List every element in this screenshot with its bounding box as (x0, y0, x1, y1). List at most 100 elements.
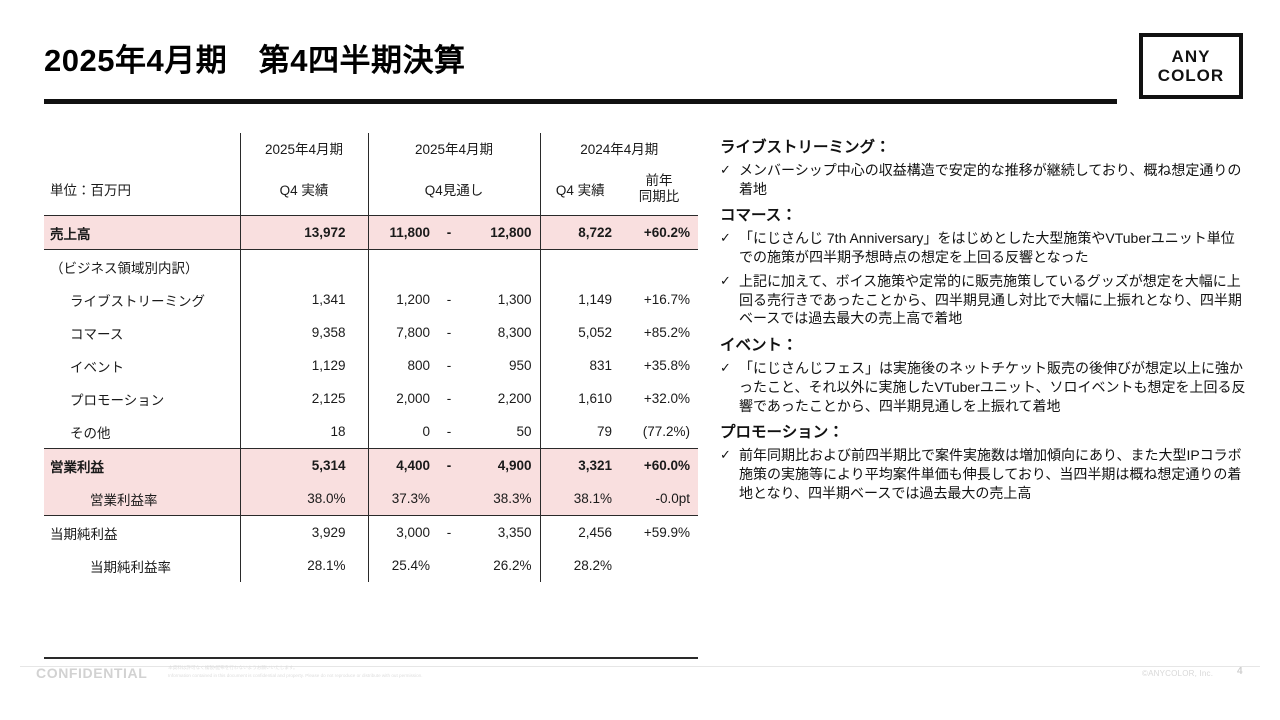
cell-forecast-high: 1,300 (497, 292, 532, 307)
cell-previous-actual: 8,722 (539, 215, 620, 250)
table-sub-header-row: 単位：百万円 Q4 実績 Q4見通し Q4 実績 前年 同期比 (44, 163, 698, 216)
row-label: 営業利益 (44, 448, 240, 482)
slide-left-margin (0, 0, 10, 720)
commentary-bullet: ✓ メンバーシップ中心の収益構造で安定的な推移が継続しており、概ね想定通りの着地 (720, 161, 1248, 199)
cell-forecast-dash (430, 549, 468, 582)
cell-previous-actual: 3,321 (539, 448, 620, 482)
commentary-bullet: ✓ 前年同期比および前四半期比で案件実施数は増加傾向にあり、また大型IPコラボ施策… (720, 446, 1248, 502)
cell-yoy: +32.0% (643, 391, 690, 406)
check-icon: ✓ (720, 447, 731, 463)
commentary-section-heading: プロモーション： (720, 424, 844, 442)
cell-forecast-low (367, 249, 430, 283)
cell-current-actual: 5,314 (239, 448, 368, 482)
row-label: 売上高 (44, 215, 240, 250)
cell-forecast-dash: - (446, 292, 452, 307)
cell-current-actual: 2,125 (239, 382, 368, 415)
row-label: その他 (70, 425, 111, 441)
table-row: 売上高 13,972 11,800-12,800 8,722 +60.2% (44, 215, 698, 250)
cell-forecast-high: 38.3% (468, 482, 540, 516)
title-underline-rule (44, 99, 1117, 104)
cell-forecast-low: 11,800 (367, 215, 430, 250)
cell-forecast-low: 2,000 (367, 382, 430, 415)
commentary-bullet-text: メンバーシップ中心の収益構造で安定的な推移が継続しており、概ね想定通りの着地 (739, 161, 1242, 197)
cell-forecast-low: 0 (367, 415, 430, 449)
table-row: 営業利益率 38.0% 37.3% 38.3% 38.1% -0.0pt (44, 482, 698, 516)
cell-forecast-dash: - (446, 325, 452, 340)
cell-forecast-low: 3,000 (367, 515, 430, 549)
sub-header-current-forecast: Q4見通し (367, 163, 540, 216)
commentary-bullet: ✓ 上記に加えて、ボイス施策や定常的に販売施策しているグッズが想定を大幅に上回る売… (720, 272, 1248, 328)
cell-current-actual: 9,358 (239, 316, 368, 349)
table-row: （ビジネス領域別内訳） (44, 249, 698, 284)
cell-yoy: +16.7% (643, 292, 690, 307)
cell-forecast-dash (430, 250, 468, 284)
group-header-blank (44, 133, 240, 163)
cell-yoy: -0.0pt (620, 482, 698, 516)
footer-divider (20, 666, 1260, 667)
cell-forecast-high: 2,200 (497, 391, 532, 406)
row-label: （ビジネス領域別内訳） (50, 260, 199, 276)
logo-line-color: COLOR (1157, 66, 1225, 85)
cell-previous-actual: 5,052 (539, 316, 620, 349)
cell-current-actual: 18 (239, 415, 368, 449)
cell-current-actual: 1,129 (239, 349, 368, 382)
commentary-bullet-text: 前年同期比および前四半期比で案件実施数は増加傾向にあり、また大型IPコラボ施策の… (739, 447, 1242, 501)
sub-header-yoy-line1: 前年 (645, 173, 673, 189)
commentary-bullet: ✓ 「にじさんじ 7th Anniversary」をはじめとした大型施策やVTub… (720, 229, 1248, 267)
cell-current-actual (239, 249, 368, 283)
cell-previous-actual: 831 (539, 349, 620, 382)
row-label: 営業利益率 (44, 482, 240, 516)
check-icon: ✓ (720, 360, 731, 376)
table-body: 2025年4月期 2025年4月期 2024年4月期 単位：百万円 Q4 実績 … (44, 133, 698, 582)
cell-forecast-low: 4,400 (367, 448, 430, 482)
footer-fineprint-en: Information contained in this document i… (168, 673, 423, 679)
cell-forecast-low: 1,200 (367, 283, 430, 316)
commentary-bullet-text: 「にじさんじフェス」は実施後のネットチケット販売の後伸びが想定以上に強かったこと… (739, 360, 1246, 414)
cell-forecast-low: 800 (367, 349, 430, 382)
table-row: 当期純利益 3,929 3,000-3,350 2,456 +59.9% (44, 515, 698, 549)
commentary-section-heading: ライブストリーミング： (720, 139, 891, 156)
cell-current-actual: 28.1% (239, 549, 368, 582)
cell-forecast-low: 37.3% (367, 482, 430, 516)
cell-forecast-high: 4,900 (468, 448, 540, 482)
table-row: コマース 9,358 7,800 - 8,300 5,052 +85.2% (44, 316, 698, 349)
check-icon: ✓ (720, 230, 731, 246)
page-number: 4 (1237, 666, 1243, 677)
cell-current-actual: 3,929 (239, 515, 368, 549)
cell-previous-actual: 38.1% (539, 482, 620, 516)
commentary-bullet-text: 上記に加えて、ボイス施策や定常的に販売施策しているグッズが想定を大幅に上回る売行… (739, 272, 1242, 327)
cell-previous-actual: 2,456 (539, 515, 620, 549)
group-header-current-forecast: 2025年4月期 (367, 133, 540, 163)
row-label: プロモーション (70, 392, 165, 408)
row-label: 当期純利益率 (90, 559, 171, 575)
cell-forecast-dash (430, 482, 468, 516)
sub-header-yoy: 前年 同期比 (620, 163, 698, 216)
table-row: その他 18 0 - 50 79 (77.2%) (44, 415, 698, 449)
table-row: 営業利益 5,314 4,400-4,900 3,321 +60.0% (44, 448, 698, 482)
unit-label: 単位：百万円 (44, 163, 240, 216)
sub-header-yoy-line2: 同期比 (638, 189, 680, 204)
sub-header-previous-actual: Q4 実績 (539, 163, 620, 216)
cell-forecast-high: 950 (508, 358, 532, 373)
cell-yoy: +60.2% (620, 215, 698, 250)
anycolor-logo: ANY COLOR (1139, 33, 1243, 99)
table-bottom-rule (44, 657, 698, 659)
commentary-bullet-text: 「にじさんじ 7th Anniversary」をはじめとした大型施策やVTube… (739, 230, 1235, 266)
confidential-label: CONFIDENTIAL (36, 665, 148, 681)
cell-previous-actual: 1,610 (539, 382, 620, 415)
cell-yoy: +60.0% (620, 448, 698, 482)
financial-results-table: 2025年4月期 2025年4月期 2024年4月期 単位：百万円 Q4 実績 … (44, 133, 698, 582)
table-row: ライブストリーミング 1,341 1,200 - 1,300 1,149 +16.7% (44, 283, 698, 316)
footer-copyright: ©ANYCOLOR, Inc. (1142, 669, 1214, 678)
table-group-header-row: 2025年4月期 2025年4月期 2024年4月期 (44, 133, 698, 163)
commentary-section-heading: イベント： (720, 337, 798, 355)
cell-forecast-dash: - (446, 391, 452, 406)
cell-yoy (620, 549, 698, 582)
group-header-previous: 2024年4月期 (539, 133, 698, 163)
sub-header-current-actual: Q4 実績 (239, 163, 368, 216)
footer-fineprint: 本資料は許可なく複製・配布を行わないようお願いいたします。 Informatio… (168, 664, 648, 680)
group-header-current-actual: 2025年4月期 (239, 133, 368, 163)
cell-forecast-high: 8,300 (497, 325, 532, 340)
cell-forecast-dash: - (446, 424, 452, 439)
cell-forecast-high: 3,350 (468, 515, 540, 549)
